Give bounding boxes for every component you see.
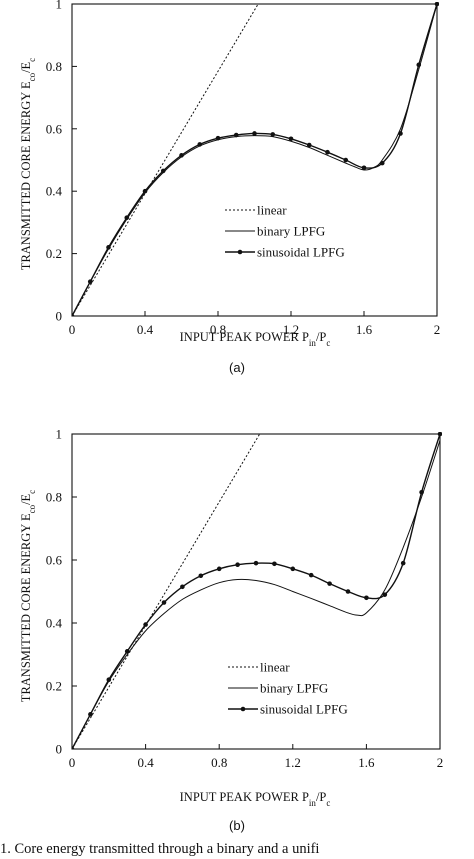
legend-label-binary-lpfg-a: binary LPFG	[257, 224, 325, 239]
data-point-sinusoidal-lpfg-a	[179, 153, 184, 158]
data-point-sinusoidal-lpfg-a	[270, 132, 276, 137]
data-point-sinusoidal-lpfg-b	[400, 560, 406, 566]
data-point-sinusoidal-lpfg-b	[216, 566, 222, 572]
x-tick-label-b: 0.8	[211, 755, 227, 770]
data-point-sinusoidal-lpfg-a	[106, 245, 111, 250]
data-point-sinusoidal-lpfg-a	[343, 157, 349, 163]
data-point-sinusoidal-lpfg-b	[327, 581, 332, 586]
data-point-sinusoidal-lpfg-b	[290, 566, 296, 572]
data-point-sinusoidal-lpfg-b	[72, 746, 75, 749]
data-point-sinusoidal-lpfg-b	[345, 589, 351, 594]
plot-area-a	[72, 2, 439, 316]
data-point-sinusoidal-lpfg-a	[215, 135, 221, 141]
series-line-binary-lpfg-b	[72, 440, 441, 749]
legend-marker-sinusoidal-lpfg-b	[240, 706, 246, 712]
y-tick-label-b: 0.2	[46, 679, 62, 694]
legend-label-binary-lpfg-b: binary LPFG	[260, 681, 328, 696]
y-tick-label-b: 0.8	[46, 490, 62, 505]
data-point-sinusoidal-lpfg-a	[379, 160, 385, 166]
x-tick-label-a: 1.6	[356, 322, 373, 337]
x-tick-label-b: 2	[437, 755, 444, 770]
x-tick-label-a: 2	[434, 322, 441, 337]
x-axis-title-b: INPUT PEAK POWER Pin/Pc	[180, 790, 331, 808]
legend-label-sinusoidal-lpfg-b: sinusoidal LPFG	[260, 702, 348, 717]
series-line-sinusoidal-lpfg-b	[72, 433, 441, 749]
data-point-sinusoidal-lpfg-b	[419, 489, 424, 495]
data-point-sinusoidal-lpfg-b	[124, 649, 130, 654]
y-tick-label-b: 0.6	[46, 553, 63, 568]
data-point-sinusoidal-lpfg-a	[252, 131, 257, 136]
data-point-sinusoidal-lpfg-a	[197, 142, 203, 147]
data-point-sinusoidal-lpfg-b	[437, 432, 442, 437]
data-point-sinusoidal-lpfg-b	[88, 712, 93, 717]
figure-caption: 1. Core energy transmitted through a bin…	[0, 841, 319, 857]
x-tick-label-b: 1.2	[285, 755, 301, 770]
plot-frame-a	[71, 3, 438, 317]
x-tick-label-b: 1.6	[358, 755, 375, 770]
data-point-sinusoidal-lpfg-b	[308, 572, 314, 578]
data-point-sinusoidal-lpfg-a	[361, 165, 367, 171]
x-tick-label-a: 0.8	[210, 322, 226, 337]
y-tick-label-b: 0	[56, 742, 63, 757]
data-point-sinusoidal-lpfg-a	[72, 313, 75, 316]
series-line-linear-a	[72, 3, 259, 316]
legend-marker-sinusoidal-lpfg-a	[237, 249, 243, 255]
plot-area-b	[72, 432, 442, 749]
data-point-sinusoidal-lpfg-b	[364, 595, 369, 601]
data-point-sinusoidal-lpfg-b	[143, 622, 148, 627]
y-tick-label-a: 1	[56, 0, 63, 12]
data-point-sinusoidal-lpfg-b	[198, 573, 204, 579]
legend-label-linear-b: linear	[260, 660, 290, 675]
panel-label-a: (a)	[229, 360, 245, 375]
data-point-sinusoidal-lpfg-b	[161, 600, 167, 605]
data-point-sinusoidal-lpfg-a	[288, 136, 294, 142]
y-tick-label-b: 0.4	[46, 616, 63, 631]
x-tick-label-b: 0	[69, 755, 76, 770]
data-point-sinusoidal-lpfg-a	[87, 279, 93, 284]
legend-label-linear-a: linear	[257, 203, 287, 218]
data-point-sinusoidal-lpfg-a	[325, 149, 330, 155]
data-point-sinusoidal-lpfg-a	[233, 132, 239, 138]
y-tick-label-a: 0.8	[46, 59, 62, 74]
x-tick-label-a: 1.2	[283, 322, 299, 337]
series-line-binary-lpfg-a	[72, 3, 438, 316]
y-tick-label-a: 0.2	[46, 246, 62, 261]
y-tick-label-a: 0	[56, 309, 63, 324]
chart-panel-b: TRANSMITTED CORE ENERGY Eco/Ec INPUT PEA…	[19, 427, 443, 834]
y-tick-label-a: 0.6	[46, 121, 63, 136]
svg-text:TRANSMITTED CORE ENERGY Eco/Ec: TRANSMITTED CORE ENERGY Eco/Ec	[19, 58, 37, 270]
x-tick-label-a: 0	[69, 322, 76, 337]
legend-b: linear binary LPFG sinusoidal LPFG	[228, 660, 348, 717]
y-axis-title-b: TRANSMITTED CORE ENERGY Eco/Ec	[19, 490, 37, 702]
data-point-sinusoidal-lpfg-b	[180, 584, 185, 590]
legend-label-sinusoidal-lpfg-a: sinusoidal LPFG	[257, 245, 345, 260]
data-point-sinusoidal-lpfg-a	[434, 2, 439, 7]
data-point-sinusoidal-lpfg-a	[306, 142, 312, 148]
y-tick-label-a: 0.4	[46, 184, 63, 199]
x-tick-label-b: 0.4	[137, 755, 154, 770]
svg-text:TRANSMITTED CORE ENERGY Eco/Ec: TRANSMITTED CORE ENERGY Eco/Ec	[19, 490, 37, 702]
panel-label-b: (b)	[229, 818, 245, 833]
y-tick-label-b: 1	[56, 427, 63, 442]
data-point-sinusoidal-lpfg-b	[382, 592, 388, 597]
data-point-sinusoidal-lpfg-b	[272, 561, 277, 567]
data-point-sinusoidal-lpfg-a	[416, 62, 422, 68]
data-point-sinusoidal-lpfg-a	[398, 131, 403, 136]
data-point-sinusoidal-lpfg-a	[142, 188, 148, 194]
x-axis-title-a: INPUT PEAK POWER Pin/Pc	[180, 330, 331, 348]
data-point-sinusoidal-lpfg-b	[253, 560, 259, 566]
svg-text:INPUT PEAK POWER Pin/Pc: INPUT PEAK POWER Pin/Pc	[180, 790, 331, 808]
y-axis-title-a: TRANSMITTED CORE ENERGY Eco/Ec	[19, 58, 37, 270]
svg-text:INPUT PEAK POWER Pin/Pc: INPUT PEAK POWER Pin/Pc	[180, 330, 331, 348]
plot-frame-b	[71, 433, 441, 750]
data-point-sinusoidal-lpfg-b	[106, 677, 112, 682]
data-point-sinusoidal-lpfg-a	[160, 168, 166, 174]
legend-a: linear binary LPFG sinusoidal LPFG	[225, 203, 345, 260]
data-point-sinusoidal-lpfg-b	[235, 562, 240, 568]
data-point-sinusoidal-lpfg-a	[124, 215, 130, 221]
chart-panel-a: TRANSMITTED CORE ENERGY Eco/Ec INPUT PEA…	[19, 0, 440, 375]
x-tick-label-a: 0.4	[137, 322, 154, 337]
series-line-linear-b	[72, 433, 261, 749]
